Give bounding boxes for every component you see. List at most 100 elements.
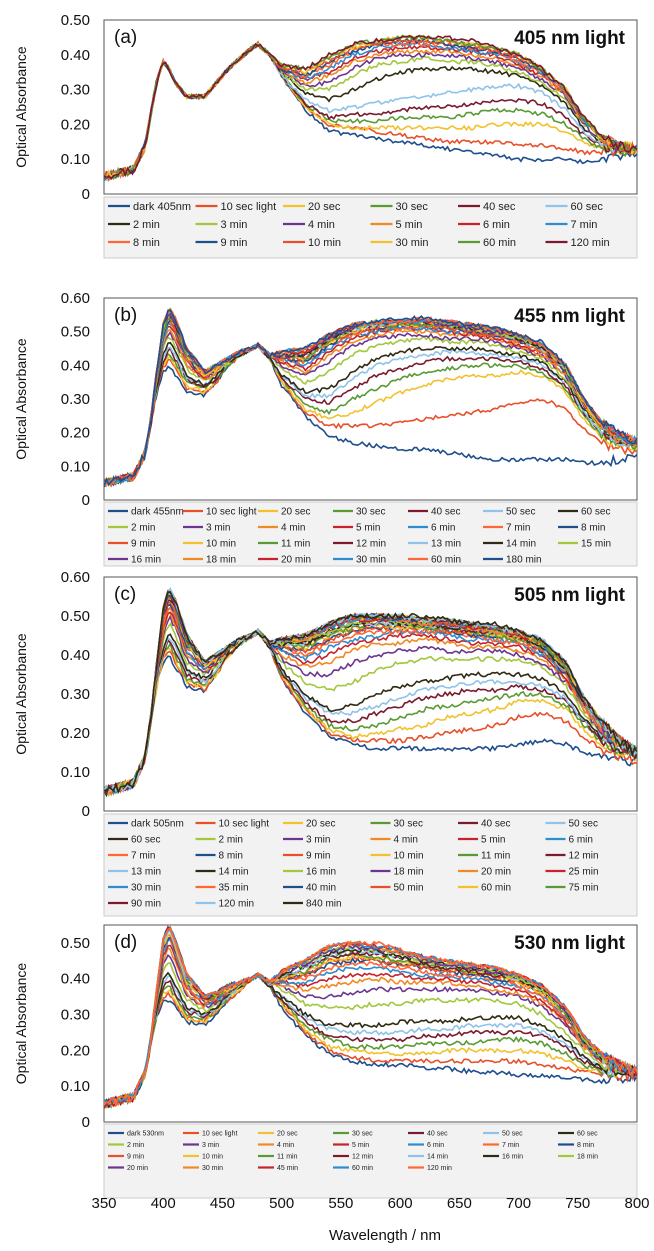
legend-label: 2 min [219,835,243,846]
series-line [104,974,637,1109]
series-line [104,38,637,183]
legend-item: 90 min [108,899,161,910]
panel-a: 0 0.10 0.20 0.30 0.40 0.50 Optical Absorbance (… [13,12,638,259]
panels: 0 0.10 0.20 0.30 0.40 0.50 Optical Absorbance (… [13,12,638,1199]
legend-label: 12 min [356,539,386,550]
y-tick-label: 0 [82,1114,90,1131]
legend-label: 20 sec [277,1130,298,1137]
legend-item: 25 min [545,867,599,878]
legend-label: 6 min [427,1142,444,1149]
y-axis-label: Optical Absorbance [13,963,29,1085]
y-tick-label: 0 [82,803,90,820]
legend-label: 16 min [306,867,336,878]
legend-item: 60 min [458,883,511,894]
legend-label: 2 min [133,219,160,231]
legend-item: 8 min [558,523,605,534]
legend-label: 5 min [356,523,380,534]
y-tick-label: 0.60 [61,290,90,307]
legend-item: 60 sec [558,1130,598,1137]
legend-label: 9 min [306,851,330,862]
legend-item: 30 sec [370,819,423,830]
series-line [104,944,637,1109]
legend-label: 14 min [506,539,536,550]
legend-label: 11 min [277,1153,298,1160]
x-tick-label: 450 [210,1195,235,1212]
y-tick-label: 0 [82,186,90,203]
legend-item: 14 min [408,1153,448,1160]
legend-box [103,813,638,917]
legend-label: dark 530nm [127,1130,164,1137]
legend-item: 5 min [333,1142,369,1149]
legend-label: 6 min [569,835,593,846]
legend-box [103,196,638,259]
y-tick-label: 0.10 [61,764,90,781]
series-lines [104,307,637,488]
y-tick-label: 0.20 [61,425,90,442]
legend-label: 9 min [221,237,248,249]
legend-label: 50 sec [506,507,535,518]
legend-label: 3 min [202,1142,219,1149]
legend-label: 10 min [394,851,424,862]
legend-label: 18 min [577,1153,598,1160]
legend-label: 16 min [502,1153,523,1160]
legend-label: 20 sec [306,819,335,830]
legend-label: 40 sec [483,201,516,213]
legend-item: 50 sec [483,1130,523,1137]
legend-item: 8 min [108,237,160,249]
series-line [104,42,637,180]
legend-item: dark 405nm [108,201,191,213]
legend-label: 40 sec [481,819,510,830]
y-axis-label: Optical Absorbance [13,633,29,755]
legend-label: 12 min [569,851,599,862]
legend-item: 10 sec light [183,1130,237,1137]
y-tick-label: 0.40 [61,647,90,664]
y-tick-label: 0.20 [61,1042,90,1059]
legend-item: 13 min [408,539,461,550]
panel-title: 505 nm light [514,585,626,606]
legend-label: 7 min [571,219,598,231]
legend-label: 7 min [506,523,530,534]
panel-label: (b) [114,305,137,326]
legend-item: 40 sec [408,1130,448,1137]
legend-item: 30 min [108,883,161,894]
series-lines [104,586,637,798]
panel-c: 0 0.10 0.20 0.30 0.40 0.50 0.60 Optical Absorba… [13,569,638,917]
legend-label: 4 min [308,219,335,231]
legend-item: 6 min [458,219,510,231]
x-tick-label: 550 [328,1195,353,1212]
legend-item: 20 sec [283,819,335,830]
plot-frame [103,297,638,501]
y-tick-label: 0.50 [61,608,90,625]
legend-item: 30 min [370,237,429,249]
legend: dark 505nm 10 sec light 20 sec 30 sec 40 sec… [103,813,638,917]
legend-label: 20 min [481,867,511,878]
legend-item: 18 min [183,555,236,566]
y-tick-label: 0.20 [61,725,90,742]
legend-label: 10 sec light [206,507,257,518]
series-line [104,627,637,798]
legend-label: 6 min [483,219,510,231]
y-tick-label: 0.10 [61,151,90,168]
legend-item: 7 min [483,523,530,534]
legend-label: 2 min [131,523,155,534]
legend-item: 50 sec [483,507,535,518]
y-tick-label: 0.50 [61,12,90,29]
legend-item: 10 min [183,1153,223,1160]
y-tick-label: 0.50 [61,935,90,952]
legend-label: 11 min [281,539,310,550]
legend-item: 7 min [483,1142,519,1149]
legend-item: 10 min [283,237,341,249]
legend-label: 60 min [481,883,511,894]
legend-label: 5 min [481,835,505,846]
series-line [104,342,637,484]
legend-label: 7 min [131,851,155,862]
legend-label: 60 min [483,237,516,249]
x-tick-label: 650 [447,1195,472,1212]
legend-item: 75 min [545,883,599,894]
legend-item: 16 min [483,1153,523,1160]
legend-item: 4 min [258,1142,294,1149]
series-line [104,335,637,487]
legend-label: 30 sec [396,201,429,213]
legend-label: 50 min [394,883,424,894]
legend-item: 120 min [408,1165,452,1172]
